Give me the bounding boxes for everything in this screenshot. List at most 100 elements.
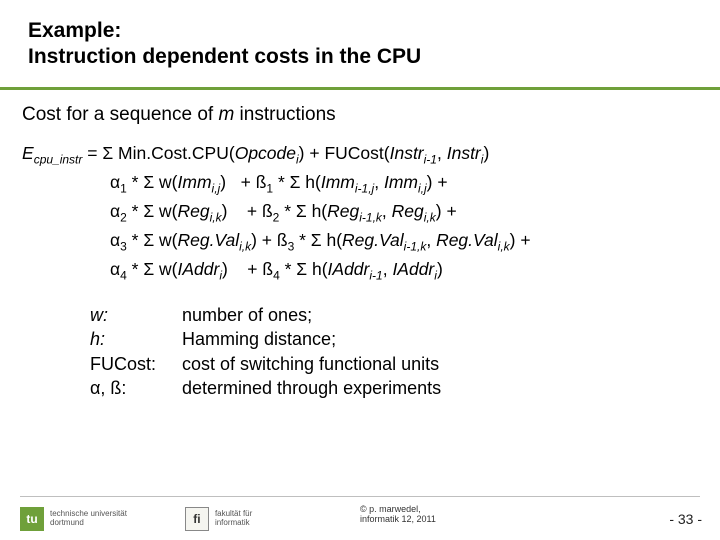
- footer: tu technische universität dortmund fi fa…: [0, 496, 720, 540]
- tu-logo-icon: tu: [20, 507, 44, 531]
- regval3: Reg.Val: [436, 230, 498, 250]
- instr1-sub: i-1: [424, 152, 437, 166]
- r2-h: * Σ h(: [279, 201, 327, 221]
- copyright-line1: © p. marwedel,: [360, 504, 436, 514]
- regval1-sub: i,k: [239, 239, 251, 253]
- intro-prefix: Cost for a sequence of: [22, 104, 218, 125]
- r3-mid: * Σ w(: [127, 230, 178, 250]
- reg3-sub: i,k: [424, 210, 436, 224]
- legend-w-term: w:: [90, 303, 182, 327]
- reg1-sub: i,k: [210, 210, 222, 224]
- legend-fu-term: FUCost:: [90, 352, 182, 376]
- legend-row-w: w: number of ones;: [90, 303, 698, 327]
- content-area: Cost for a sequence of m instructions Ec…: [0, 90, 720, 401]
- lhs-E: E: [22, 143, 34, 163]
- fi-logo-icon: fi: [185, 507, 209, 531]
- legend-fu-def: cost of switching functional units: [182, 352, 439, 376]
- formula-block: Ecpu_instr = Σ Min.Cost.CPU(Opcodei) + F…: [22, 140, 698, 285]
- reg3: Reg: [392, 201, 424, 221]
- iaddr2: IAddr: [328, 259, 370, 279]
- comma4: ,: [426, 230, 436, 250]
- a3: α: [110, 230, 120, 250]
- r2-end: ) +: [436, 201, 457, 221]
- intro-m: m: [218, 104, 234, 125]
- reg1: Reg: [178, 201, 210, 221]
- lhs-sub: cpu_instr: [34, 152, 83, 166]
- imm3: Imm: [384, 172, 418, 192]
- regval3-sub: i,k: [498, 239, 510, 253]
- copyright-line2: informatik 12, 2011: [360, 514, 436, 524]
- comma2: ,: [374, 172, 384, 192]
- a1-sub: 1: [120, 181, 127, 195]
- copyright: © p. marwedel, informatik 12, 2011: [360, 504, 436, 525]
- title-block: Example: Instruction dependent costs in …: [0, 0, 720, 79]
- r3-end: ) +: [510, 230, 531, 250]
- legend-ab-term: α, ß:: [90, 376, 182, 400]
- opcode: Opcode: [235, 143, 296, 163]
- formula-row-4: α4 * Σ w(IAddri) + ß4 * Σ h(IAddri-1, IA…: [22, 256, 698, 285]
- r1-end: ) +: [427, 172, 448, 192]
- intro-suffix: instructions: [234, 104, 335, 125]
- formula-row-3: α3 * Σ w(Reg.Vali,k) + ß3 * Σ h(Reg.Vali…: [22, 227, 698, 256]
- legend-block: w: number of ones; h: Hamming distance; …: [22, 303, 698, 400]
- legend-h-def: Hamming distance;: [182, 327, 336, 351]
- r4-end: ): [437, 259, 443, 279]
- instr1: Instr: [390, 143, 424, 163]
- legend-w-def: number of ones;: [182, 303, 312, 327]
- page-number: - 33 -: [669, 511, 702, 527]
- a1: α: [110, 172, 120, 192]
- a4-sub: 4: [120, 268, 127, 282]
- intro-text: Cost for a sequence of m instructions: [22, 104, 698, 126]
- slide: Example: Instruction dependent costs in …: [0, 0, 720, 540]
- r4-mid: * Σ w(: [127, 259, 178, 279]
- comma5: ,: [383, 259, 393, 279]
- formula-row-0: Ecpu_instr = Σ Min.Cost.CPU(Opcodei) + F…: [22, 140, 698, 169]
- title-line-1: Example:: [28, 18, 692, 44]
- regval1: Reg.Val: [178, 230, 240, 250]
- logo-tu: tu technische universität dortmund: [20, 507, 127, 531]
- r1-h: * Σ h(: [273, 172, 321, 192]
- r3-h: * Σ h(: [294, 230, 342, 250]
- a2: α: [110, 201, 120, 221]
- r1-mid: * Σ w(: [127, 172, 178, 192]
- fi-logo-text: fakultät für informatik: [215, 510, 252, 527]
- comma1: ,: [437, 143, 447, 163]
- close0: ): [483, 143, 489, 163]
- tu-logo-text: technische universität dortmund: [50, 510, 127, 527]
- legend-ab-def: determined through experiments: [182, 376, 441, 400]
- regval2-sub: i-1,k: [404, 239, 427, 253]
- iaddr1: IAddr: [178, 259, 220, 279]
- legend-row-h: h: Hamming distance;: [90, 327, 698, 351]
- tu-line2: dortmund: [50, 519, 127, 527]
- footer-inner: tu technische universität dortmund fi fa…: [0, 497, 720, 540]
- reg2: Reg: [327, 201, 359, 221]
- comma3: ,: [382, 201, 392, 221]
- imm2: Imm: [321, 172, 355, 192]
- imm3-sub: i,j: [418, 181, 427, 195]
- legend-row-fu: FUCost: cost of switching functional uni…: [90, 352, 698, 376]
- fi-line2: informatik: [215, 519, 252, 527]
- eq: = Σ Min.Cost.CPU(: [82, 143, 234, 163]
- instr2: Instr: [447, 143, 481, 163]
- a2-sub: 2: [120, 210, 127, 224]
- imm1: Imm: [178, 172, 212, 192]
- logo-fi: fi fakultät für informatik: [185, 507, 252, 531]
- fu-open: ) + FUCost(: [299, 143, 390, 163]
- formula-row-2: α2 * Σ w(Regi,k) + ß2 * Σ h(Regi-1,k, Re…: [22, 198, 698, 227]
- r1-plus: + ß: [226, 172, 266, 192]
- r2-plus: + ß: [227, 201, 272, 221]
- r3-close: ) + ß: [251, 230, 287, 250]
- a3-sub: 3: [120, 239, 127, 253]
- r2-mid: * Σ w(: [127, 201, 178, 221]
- title-line-2: Instruction dependent costs in the CPU: [28, 44, 692, 70]
- regval2: Reg.Val: [342, 230, 404, 250]
- iaddr2-sub: i-1: [369, 268, 382, 282]
- reg2-sub: i-1,k: [359, 210, 382, 224]
- iaddr3: IAddr: [392, 259, 434, 279]
- a4: α: [110, 259, 120, 279]
- formula-row-1: α1 * Σ w(Immi,j) + ß1 * Σ h(Immi-1,j, Im…: [22, 169, 698, 198]
- legend-h-term: h:: [90, 327, 182, 351]
- imm2-sub: i-1,j: [355, 181, 374, 195]
- r4-plus: + ß: [228, 259, 273, 279]
- r4-h: * Σ h(: [280, 259, 328, 279]
